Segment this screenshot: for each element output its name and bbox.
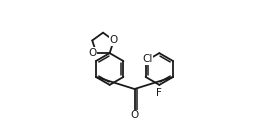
Text: F: F	[156, 88, 162, 98]
Text: O: O	[88, 48, 96, 58]
Text: O: O	[110, 35, 118, 46]
Text: Cl: Cl	[142, 54, 153, 64]
Text: O: O	[130, 110, 139, 120]
